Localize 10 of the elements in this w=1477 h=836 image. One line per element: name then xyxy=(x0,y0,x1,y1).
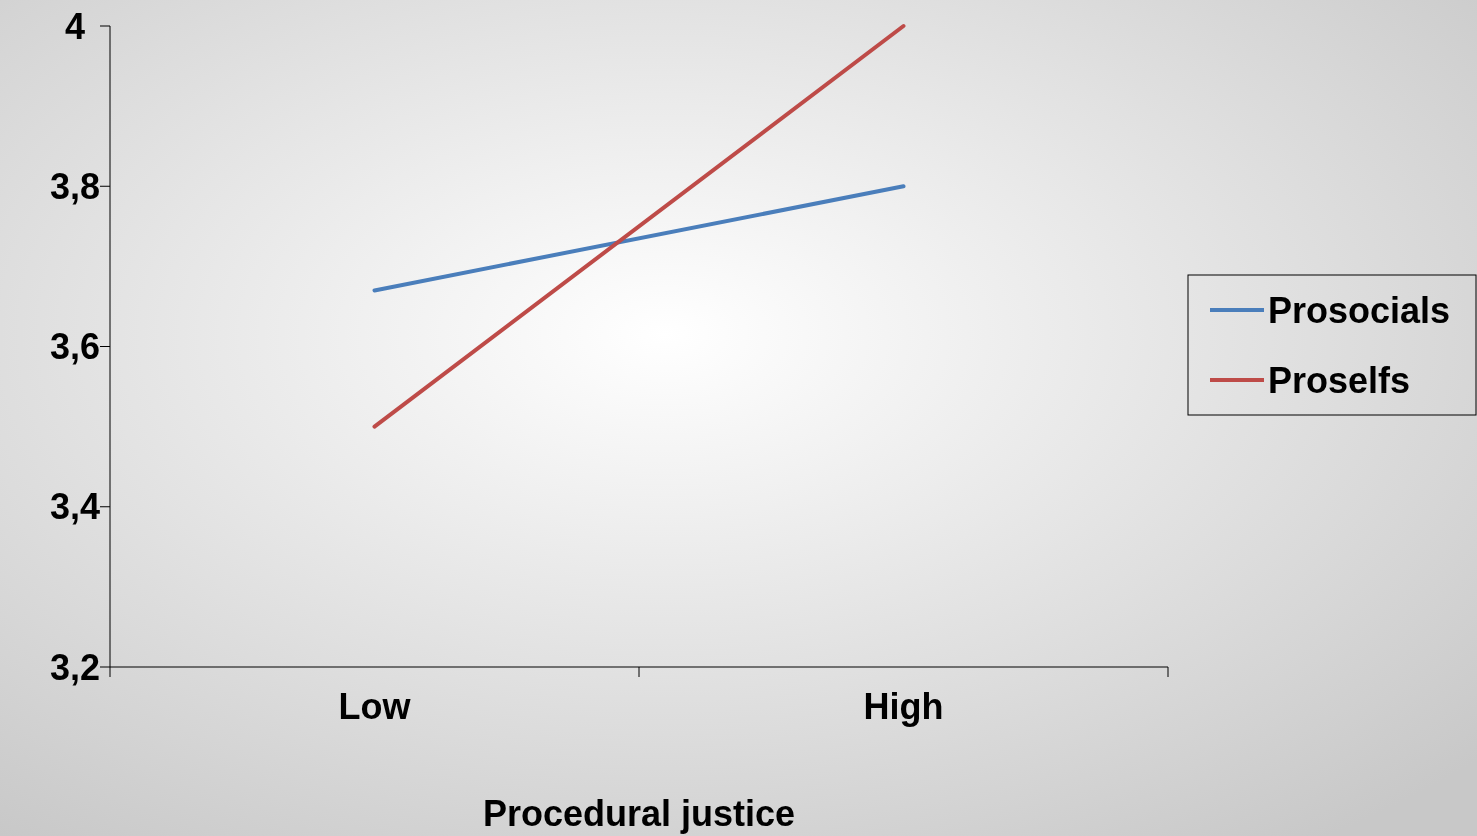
y-tick-label: 3,8 xyxy=(49,165,101,207)
y-tick-label: 4 xyxy=(64,5,86,47)
y-tick-label: 3,6 xyxy=(49,326,101,367)
legend-label: Prosocials xyxy=(1268,289,1451,331)
y-tick-label: 3,4 xyxy=(49,486,101,528)
x-tick-label: Low xyxy=(338,686,412,727)
x-tick-label: High xyxy=(863,686,944,727)
legend-label: Proselfs xyxy=(1268,359,1411,401)
y-tick-label: 3,2 xyxy=(49,646,101,688)
x-axis-title: Procedural justice xyxy=(482,793,796,834)
